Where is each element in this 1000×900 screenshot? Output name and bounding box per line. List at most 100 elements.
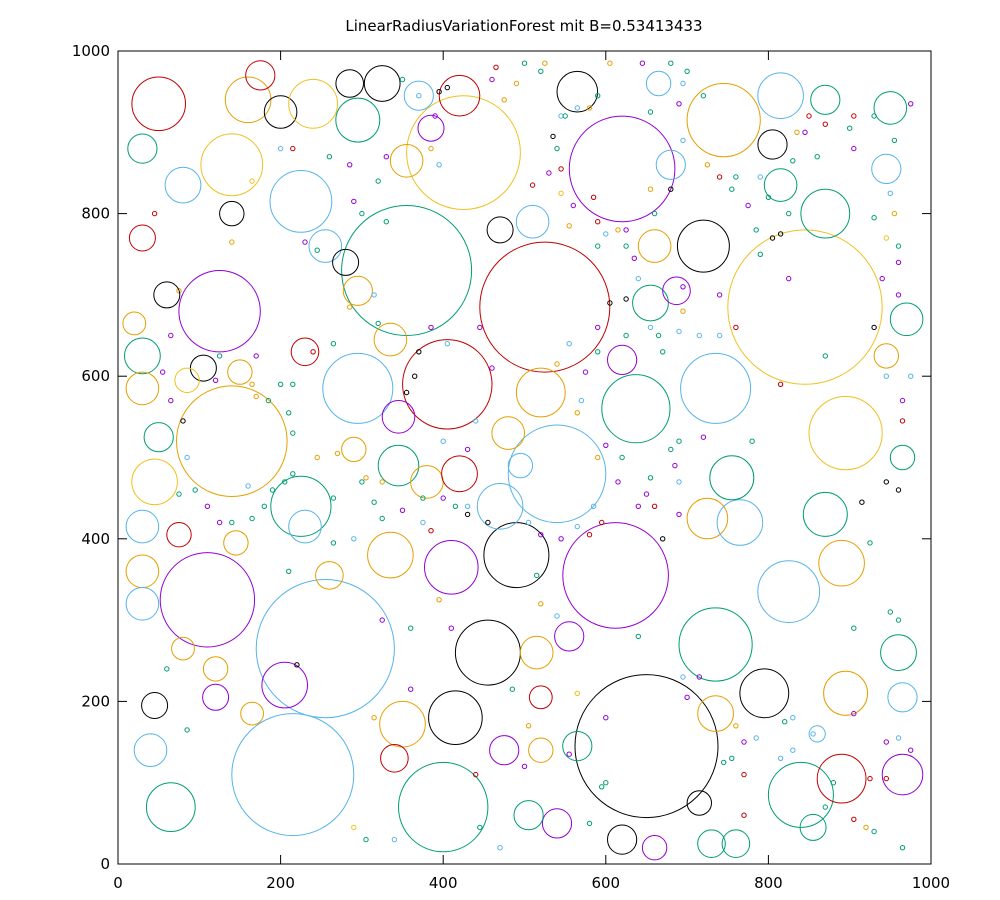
circle-265 — [554, 361, 560, 367]
circle-108 — [790, 715, 796, 721]
circle-147 — [432, 113, 438, 119]
circle-42 — [224, 76, 272, 124]
circle-141 — [288, 78, 339, 129]
circle-124 — [171, 636, 195, 661]
circle-217 — [895, 487, 902, 493]
circle-209 — [851, 710, 857, 717]
circle-104 — [686, 790, 712, 816]
circle-307 — [554, 145, 560, 152]
circle-123 — [202, 683, 230, 711]
circle-336 — [733, 174, 739, 180]
circle-329 — [595, 93, 601, 99]
circle-348 — [660, 536, 666, 542]
circle-330 — [586, 105, 593, 111]
circle-227 — [895, 243, 902, 249]
circle-103 — [586, 820, 593, 827]
circle-64 — [889, 302, 924, 337]
circle-172 — [379, 617, 385, 623]
circle-82 — [143, 422, 174, 453]
circle-402 — [290, 430, 296, 436]
circle-36 — [818, 539, 865, 587]
circle-163 — [341, 436, 367, 463]
circle-196 — [697, 829, 726, 859]
circle-363 — [525, 519, 532, 526]
circle-291 — [428, 145, 434, 152]
circle-392 — [168, 332, 174, 339]
circle-58 — [477, 824, 483, 831]
circle-344 — [668, 446, 674, 453]
chart-title: LinearRadiusVariationForest mit B=0.5341… — [345, 17, 702, 35]
circle-126 — [184, 727, 190, 733]
circle-109 — [513, 800, 544, 831]
circle-130 — [245, 483, 251, 489]
circle-35 — [800, 188, 851, 239]
circle-66 — [647, 324, 654, 331]
circle-16 — [680, 352, 752, 424]
circle-73 — [476, 483, 524, 530]
circle-199 — [808, 725, 826, 743]
circle-355 — [603, 442, 609, 448]
circle-290 — [389, 144, 424, 178]
circle-400 — [290, 381, 296, 387]
circle-364 — [507, 452, 534, 479]
circle-167 — [330, 540, 337, 546]
circle-325 — [645, 70, 672, 97]
circle-231 — [891, 137, 898, 144]
circle-337 — [729, 186, 735, 192]
circle-23 — [322, 352, 394, 424]
circle-150 — [326, 154, 333, 160]
circle-120 — [603, 715, 609, 721]
circle-289 — [383, 154, 389, 160]
circle-351 — [643, 491, 650, 497]
circle-338 — [757, 174, 763, 180]
circle-276 — [444, 341, 450, 347]
circle-377 — [334, 450, 341, 457]
circle-192 — [697, 695, 734, 732]
circle-354 — [619, 454, 625, 461]
circle-298 — [493, 64, 499, 71]
circle-4 — [479, 241, 611, 373]
circle-0 — [574, 674, 719, 819]
circle-40 — [377, 444, 420, 487]
circle-53 — [716, 499, 764, 546]
circle-378 — [314, 454, 320, 461]
y-tick-label-5: 1000 — [72, 42, 110, 60]
circle-89 — [486, 216, 514, 244]
circle-59 — [127, 133, 158, 164]
circle-34 — [680, 284, 686, 290]
circle-95 — [786, 210, 792, 217]
circle-315 — [603, 231, 609, 237]
circle-241 — [757, 251, 763, 258]
circle-133 — [151, 210, 158, 217]
circle-127 — [294, 662, 300, 668]
circle-170 — [286, 568, 292, 574]
circle-360 — [574, 523, 580, 530]
circle-311 — [570, 202, 576, 209]
circle-238 — [847, 125, 853, 131]
circle-102 — [802, 129, 808, 136]
circle-87 — [558, 190, 564, 197]
circle-375 — [371, 499, 377, 505]
circle-136 — [153, 281, 181, 309]
circle-279 — [373, 322, 408, 357]
circle-152 — [314, 247, 320, 253]
circle-3 — [727, 229, 883, 385]
circle-323 — [676, 101, 682, 107]
circle-60 — [164, 166, 202, 204]
circle-211 — [908, 747, 914, 753]
circle-362 — [538, 532, 544, 538]
circle-135 — [176, 288, 182, 294]
circle-8 — [231, 713, 355, 837]
circle-57 — [245, 60, 276, 91]
circle-99 — [873, 343, 899, 369]
circle-47 — [131, 458, 178, 506]
circle-390 — [168, 397, 174, 404]
circle-204 — [830, 780, 837, 786]
circle-370 — [428, 528, 434, 534]
circle-110 — [497, 845, 503, 851]
circle-69 — [541, 808, 573, 839]
circle-121 — [240, 701, 265, 726]
circle-226 — [895, 259, 902, 266]
circle-55 — [709, 455, 755, 501]
